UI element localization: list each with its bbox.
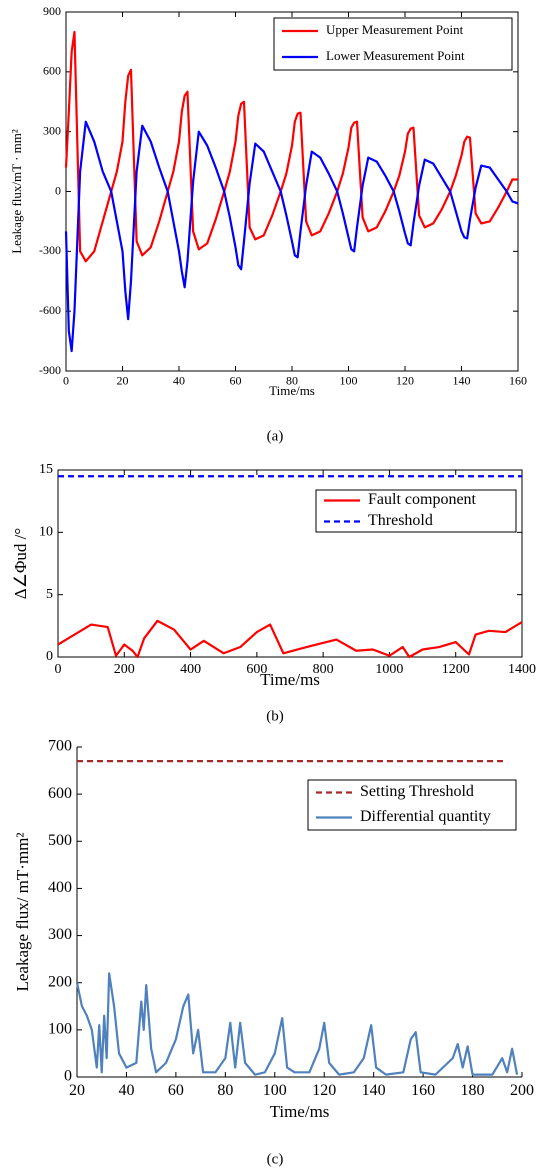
legend-box <box>307 779 517 831</box>
y-tick-label: 700 <box>48 738 72 755</box>
y-tick-label: 300 <box>48 926 72 943</box>
series-line <box>57 619 523 659</box>
legend-label: Fault component <box>368 491 477 508</box>
x-tick-label: 200 <box>510 1082 534 1099</box>
x-tick-label: 160 <box>411 1082 435 1099</box>
y-tick-label: 10 <box>39 525 53 540</box>
x-axis-label: Time/ms <box>270 1102 330 1121</box>
y-tick-label: 300 <box>43 123 61 137</box>
x-tick-label: 0 <box>55 662 62 677</box>
y-axis-label: Leakage flux/mT · mm² <box>9 129 24 254</box>
y-tick-label: -900 <box>39 363 61 377</box>
x-tick-label: 20 <box>69 1082 85 1099</box>
caption: (c) <box>267 1151 284 1167</box>
y-tick-label: 5 <box>46 587 53 602</box>
x-tick-label: 100 <box>263 1082 287 1099</box>
x-tick-label: 160 <box>509 374 527 388</box>
x-tick-label: 400 <box>180 662 201 677</box>
legend-box <box>315 489 517 533</box>
y-tick-label: 600 <box>43 64 61 78</box>
x-tick-label: 1400 <box>508 662 536 677</box>
legend-box <box>273 17 513 71</box>
x-tick-label: 1200 <box>442 662 470 677</box>
caption: (a) <box>267 428 284 444</box>
y-tick-label: 200 <box>48 973 72 990</box>
legend-label: Upper Measurement Point <box>326 22 464 37</box>
x-axis-label: Time/ms <box>260 670 320 689</box>
x-tick-label: 140 <box>362 1082 386 1099</box>
plot-frame <box>57 469 523 658</box>
x-tick-label: 0 <box>63 374 69 388</box>
x-axis-label: Time/ms <box>269 383 315 398</box>
y-tick-label: 600 <box>48 785 72 802</box>
x-tick-label: 80 <box>217 1082 233 1099</box>
y-tick-label: 100 <box>48 1021 72 1038</box>
x-tick-label: 120 <box>312 1082 336 1099</box>
x-tick-label: 20 <box>117 374 129 388</box>
y-tick-label: 0 <box>55 183 61 197</box>
x-tick-label: 600 <box>246 662 267 677</box>
legend-label: Setting Threshold <box>360 783 474 800</box>
y-tick-label: 900 <box>43 4 61 18</box>
legend-label: Threshold <box>368 512 433 529</box>
y-tick-label: 500 <box>48 832 72 849</box>
y-axis-label: Leakage flux/ mT·mm² <box>13 833 32 992</box>
y-tick-label: 15 <box>39 462 53 477</box>
y-tick-label: 0 <box>64 1068 72 1085</box>
y-tick-label: -300 <box>39 243 61 257</box>
series-line <box>64 120 519 353</box>
x-tick-label: 800 <box>313 662 334 677</box>
series-line <box>75 972 519 1076</box>
x-tick-label: 200 <box>114 662 135 677</box>
x-tick-label: 100 <box>340 374 358 388</box>
y-tick-label: -600 <box>39 303 61 317</box>
x-tick-label: 120 <box>396 374 414 388</box>
x-tick-label: 60 <box>230 374 242 388</box>
legend-label: Lower Measurement Point <box>326 48 465 63</box>
legend-label: Differential quantity <box>360 808 491 825</box>
x-tick-label: 60 <box>168 1082 184 1099</box>
x-tick-label: 180 <box>461 1082 485 1099</box>
y-tick-label: 0 <box>46 649 53 664</box>
x-tick-label: 80 <box>286 374 298 388</box>
x-tick-label: 40 <box>118 1082 134 1099</box>
x-tick-label: 1000 <box>375 662 403 677</box>
caption: (b) <box>266 708 284 724</box>
y-tick-label: 400 <box>48 879 72 896</box>
series-line <box>64 30 518 263</box>
x-tick-label: 140 <box>453 374 471 388</box>
x-tick-label: 40 <box>173 374 185 388</box>
y-axis-label: Δ∠Φud /° <box>11 528 30 599</box>
